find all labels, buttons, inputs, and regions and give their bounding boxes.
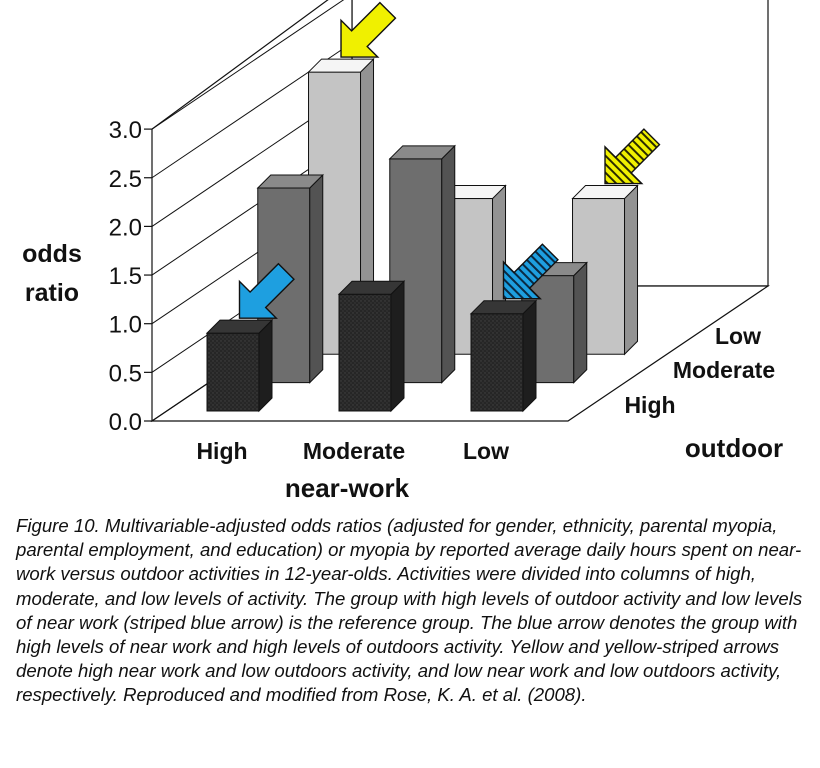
arrow-shape <box>238 262 295 319</box>
depth-category-label: Moderate <box>673 357 775 383</box>
bar-side <box>441 144 456 384</box>
bar <box>469 299 538 413</box>
bar-top <box>205 319 274 334</box>
bar-top <box>256 174 324 189</box>
y-tick-label: 0.5 <box>109 360 142 387</box>
bar-side <box>258 318 273 413</box>
bar-top <box>388 145 456 160</box>
depth-axis-label: outdoor <box>685 433 783 463</box>
depth-category-label: Low <box>715 323 761 349</box>
y-tick-label: 2.5 <box>109 166 142 193</box>
bar-front <box>206 332 260 412</box>
bar-top <box>469 300 538 315</box>
bar-top <box>337 280 406 295</box>
odds-ratio-3d-bar-chart: 0.0 0.5 1.0 1.5 2.0 2.5 3.0 High Moderate Low Hi… <box>22 0 783 503</box>
bar-front <box>470 313 524 412</box>
y-tick-label: 2.0 <box>109 214 142 241</box>
y-tick-label: 0.0 <box>109 409 142 436</box>
arrow-shape <box>502 243 559 300</box>
arrow-shape <box>340 1 397 58</box>
x-category-label: Low <box>463 438 509 464</box>
y-axis-label-line1: odds <box>22 240 82 268</box>
x-category-label: Moderate <box>303 438 405 464</box>
y-axis-ticks: 0.0 0.5 1.0 1.5 2.0 2.5 3.0 <box>109 0 353 436</box>
bar <box>337 280 406 413</box>
y-tick-label: 1.0 <box>109 312 142 339</box>
arrows <box>238 1 661 319</box>
arrow-shape <box>604 128 661 185</box>
figure-caption: Figure 10. Multivariable-adjusted odds r… <box>16 515 803 706</box>
bar-top <box>571 185 639 200</box>
bar <box>205 318 274 413</box>
arrow-icon <box>340 1 397 58</box>
bar <box>571 184 639 356</box>
arrow-icon <box>604 128 661 185</box>
bar-top <box>307 58 375 73</box>
depth-category-label: High <box>624 392 675 418</box>
bar-side <box>390 280 405 413</box>
x-category-labels: High Moderate Low <box>196 438 509 464</box>
arrow-icon <box>238 262 295 319</box>
bar-side <box>309 173 324 384</box>
y-tick-label: 1.5 <box>109 263 142 290</box>
gridline <box>151 0 345 130</box>
arrow-icon <box>502 243 559 300</box>
x-axis-label: near-work <box>285 473 410 503</box>
bar-side <box>624 184 639 356</box>
depth-category-labels: High Moderate Low <box>624 323 775 418</box>
bar-front <box>338 293 392 412</box>
bar-side <box>573 261 588 384</box>
y-axis-label-line2: ratio <box>25 279 79 307</box>
x-category-label: High <box>196 438 247 464</box>
y-tick-label: 3.0 <box>109 117 142 144</box>
bar-side <box>522 299 537 413</box>
